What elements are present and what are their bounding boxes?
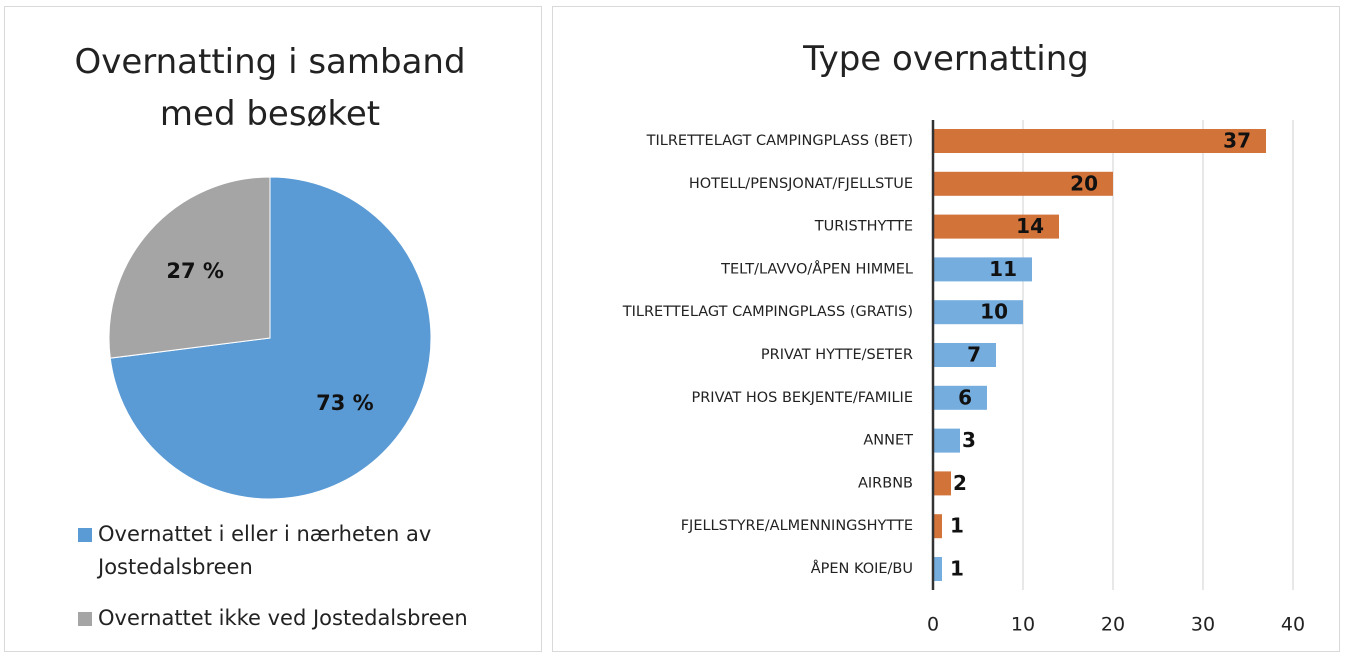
- bar: [933, 428, 960, 453]
- bar: [933, 300, 1023, 325]
- bar: [933, 343, 996, 367]
- data-label: 10: [980, 300, 1008, 324]
- y-tick-label: ÅPEN KOIE/BU: [811, 560, 913, 577]
- y-tick-label: HOTELL/PENSJONAT/FJELLSTUE: [689, 176, 913, 192]
- data-label: 6: [958, 385, 972, 409]
- data-label: 1: [950, 557, 964, 581]
- bar: [933, 214, 1059, 239]
- pie-title: Overnatting i samband med besøket: [74, 42, 466, 134]
- x-tick-label: 20: [1101, 614, 1125, 636]
- y-tick-label: TILRETTELAGT CAMPINGPLASS (GRATIS): [622, 304, 913, 320]
- y-tick-label: TELT/LAVVO/ÅPEN HIMMEL: [720, 260, 913, 277]
- legend-item: Overnattet i eller i nærheten av Josteda…: [78, 518, 518, 584]
- pie-slice: [109, 176, 432, 500]
- legend-label: Overnattet ikke ved Jostedalsbreen: [98, 606, 468, 630]
- legend-swatch: [78, 528, 92, 542]
- y-tick-label: TILRETTELAGT CAMPINGPLASS (BET): [646, 133, 913, 149]
- pie-slice: [108, 176, 271, 359]
- y-tick-label: TURISTHYTTE: [814, 219, 913, 235]
- bar: [933, 471, 951, 496]
- pie-panel: [4, 6, 542, 652]
- y-tick-label: FJELLSTYRE/ALMENNINGSHYTTE: [681, 518, 913, 534]
- bar-title: Type overnatting: [803, 39, 1089, 79]
- bar: [933, 257, 1032, 282]
- data-label: 7: [967, 343, 981, 367]
- x-tick-label: 10: [1011, 614, 1035, 636]
- bar: [933, 514, 942, 539]
- data-label: 27 %: [166, 259, 224, 283]
- x-tick-label: 40: [1281, 614, 1305, 636]
- data-label: 11: [989, 257, 1017, 281]
- legend-label: Overnattet i eller i nærheten av Josteda…: [98, 522, 432, 579]
- x-tick-label: 0: [927, 614, 939, 636]
- bar: [933, 557, 942, 581]
- y-tick-label: AIRBNB: [858, 475, 913, 491]
- data-label: 14: [1016, 214, 1044, 238]
- y-tick-label: PRIVAT HOS BEKJENTE/FAMILIE: [691, 390, 913, 406]
- data-label: 20: [1070, 171, 1098, 195]
- x-tick-label: 30: [1191, 614, 1215, 636]
- bar: [933, 171, 1113, 196]
- bar: [933, 385, 987, 410]
- y-tick-label: ANNET: [863, 433, 913, 449]
- data-label: 37: [1223, 129, 1251, 153]
- legend-swatch: [78, 612, 92, 626]
- data-label: 2: [953, 471, 967, 495]
- bar: [933, 129, 1266, 153]
- data-label: 1: [950, 514, 964, 538]
- legend-item: Overnattet ikke ved Jostedalsbreen: [78, 602, 518, 635]
- bar-panel: [552, 6, 1340, 652]
- data-label: 3: [962, 428, 976, 452]
- data-label: 73 %: [316, 391, 374, 415]
- y-tick-label: PRIVAT HYTTE/SETER: [761, 347, 913, 363]
